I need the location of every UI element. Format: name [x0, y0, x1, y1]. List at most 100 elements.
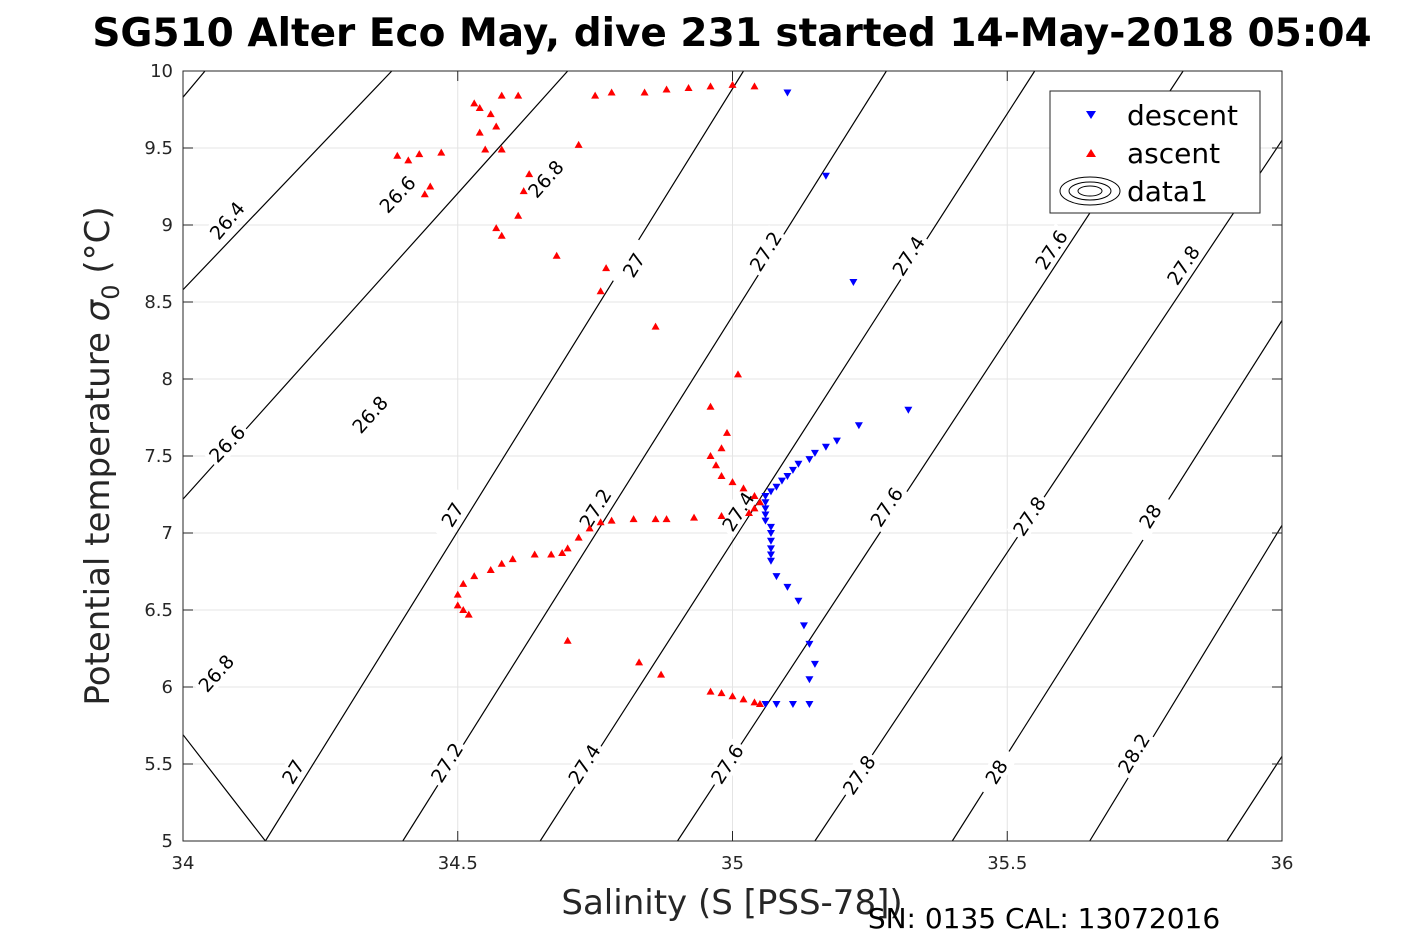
contour-label-background [1006, 489, 1052, 543]
ascent-point [525, 170, 534, 178]
ascent-point [563, 544, 572, 552]
ascent-point [712, 461, 721, 469]
y-tick-label: 6 [162, 677, 173, 698]
ascent-point [585, 524, 594, 532]
x-tick-label: 34 [172, 853, 195, 874]
serial-calibration-footer: SN: 0135 CAL: 13072016 [868, 902, 1220, 935]
ascent-point [744, 508, 753, 516]
ascent-point [602, 264, 611, 272]
ascent-point [728, 692, 737, 700]
contour-label-background [1028, 223, 1074, 276]
descent-point [832, 437, 841, 445]
density-contours [183, 71, 1282, 841]
ascent-point [547, 550, 556, 558]
descent-point [766, 523, 775, 531]
descent-point [794, 460, 803, 468]
ascent-point [591, 91, 600, 99]
descent-point [904, 406, 913, 414]
y-tick-label: 7 [162, 523, 173, 544]
ascent-point [508, 555, 517, 563]
contour-line-26-6 [183, 71, 393, 291]
x-axis-label: Salinity (S [PSS-78]) [561, 883, 902, 923]
descent-point [761, 511, 770, 519]
descent-point [766, 530, 775, 537]
ascent-point [574, 140, 583, 148]
ascent-point [459, 579, 468, 587]
ascent-point [552, 251, 561, 259]
ascent-point [492, 122, 501, 130]
descent-point [799, 622, 808, 630]
ascent-point [755, 699, 764, 707]
legend: descent ascent data1 [1049, 90, 1261, 214]
ascent-point [530, 550, 539, 558]
ascent-point [755, 498, 764, 506]
descent-point [766, 557, 775, 565]
contour-label-background [561, 737, 607, 791]
ascent-point [723, 428, 732, 436]
ascent-point [717, 472, 726, 480]
contour-label-background [345, 389, 395, 440]
contour-label-background [836, 748, 882, 801]
contour-label-background [202, 418, 252, 469]
contour-label-background [424, 736, 469, 789]
contour-label-background [203, 194, 251, 246]
descent-point [783, 473, 792, 481]
ascent-point [690, 513, 699, 521]
ascent-point [459, 606, 468, 613]
ascent-point [475, 128, 484, 136]
y-axis-label-unit: (°C) [78, 206, 118, 284]
descent-series [761, 89, 913, 708]
legend-ascent-label: ascent [1127, 137, 1220, 170]
ascent-point [596, 518, 605, 526]
x-tick-label: 34.5 [438, 853, 478, 874]
contour-line-28-4 [1226, 755, 1282, 841]
descent-point [761, 505, 770, 513]
descent-point [805, 676, 814, 684]
contour-label-background [704, 737, 750, 791]
contour-label-background [1127, 489, 1173, 543]
descent-point [788, 700, 797, 708]
ascent-point [706, 452, 715, 459]
ascent-point [453, 590, 462, 598]
y-axis-label-symbol: σ [78, 298, 118, 321]
contour-label-background [1111, 726, 1156, 780]
ascent-point [404, 156, 413, 164]
contour-label-background [611, 238, 656, 292]
ascent-point [486, 565, 495, 573]
contour-line-27 [183, 71, 745, 841]
ascent-point [514, 211, 523, 219]
legend-contour-icon [1059, 176, 1121, 206]
descent-point [849, 278, 858, 286]
contour-line-26-8 [183, 71, 569, 500]
descent-point [810, 660, 819, 668]
ascent-point [453, 601, 462, 609]
descent-point [821, 172, 830, 180]
y-tick-label: 9.5 [144, 138, 173, 159]
ascent-point [497, 231, 506, 239]
ascent-series [393, 80, 764, 707]
descent-point [805, 456, 814, 464]
ascent-point [470, 99, 479, 107]
ascent-point [640, 88, 649, 96]
ascent-point [420, 190, 429, 198]
descent-point [761, 517, 770, 525]
contour-line-28-2 [1089, 524, 1282, 841]
legend-data1-label: data1 [1127, 175, 1208, 208]
ascent-point [607, 516, 616, 524]
ascent-point [651, 515, 660, 523]
legend-ascent-marker [1086, 149, 1096, 157]
ascent-point [481, 145, 490, 153]
ascent-point [717, 512, 726, 520]
ascent-point [662, 85, 671, 93]
ascent-point [684, 83, 693, 91]
ascent-point [486, 110, 495, 118]
ascent-point [437, 148, 446, 156]
chart-title: SG510 Alter Eco May, dive 231 started 14… [92, 11, 1371, 56]
ascent-point [706, 82, 715, 90]
ascent-point [706, 687, 715, 695]
descent-point [766, 545, 775, 553]
descent-point [805, 700, 814, 708]
descent-point [783, 583, 792, 591]
ascent-point [464, 610, 473, 618]
contour-label-background [715, 485, 761, 538]
